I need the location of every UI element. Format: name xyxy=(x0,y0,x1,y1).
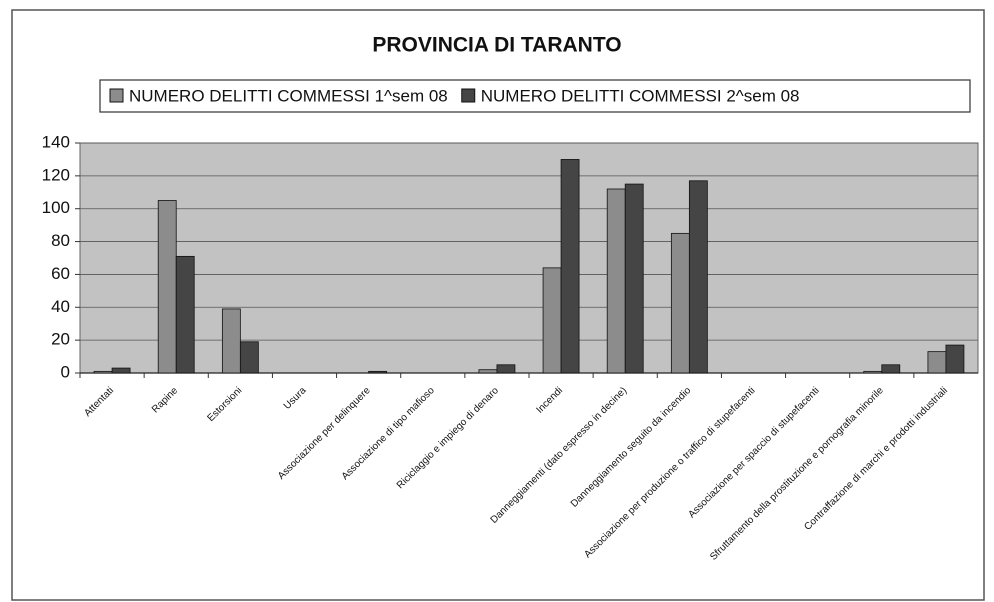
bar xyxy=(478,369,498,374)
bar xyxy=(221,308,241,374)
y-tick-label: 100 xyxy=(42,198,70,217)
bar xyxy=(624,183,644,374)
bar xyxy=(881,364,901,374)
bar xyxy=(560,159,580,374)
chart-title: PROVINCIA DI TARANTO xyxy=(372,34,621,57)
legend-label: NUMERO DELITTI COMMESSI 2^sem 08 xyxy=(481,86,800,105)
bar xyxy=(496,364,516,374)
bar xyxy=(863,370,883,374)
legend-box xyxy=(99,79,971,113)
plot-area xyxy=(79,142,979,374)
bar xyxy=(606,188,626,374)
y-tick-label: 80 xyxy=(51,231,70,250)
bar xyxy=(945,344,965,374)
y-tick-label: 60 xyxy=(51,264,70,283)
y-tick-label: 0 xyxy=(61,362,70,381)
bar xyxy=(111,367,131,374)
bar xyxy=(175,255,195,374)
bar xyxy=(688,180,708,374)
bar xyxy=(670,232,690,374)
bar xyxy=(542,267,562,374)
y-tick-label: 20 xyxy=(51,330,70,349)
y-tick-label: 140 xyxy=(42,132,70,151)
bar xyxy=(239,341,259,374)
bar xyxy=(157,200,177,374)
legend-swatch xyxy=(109,88,124,103)
bar xyxy=(93,370,113,374)
y-tick-label: 40 xyxy=(51,297,70,316)
bar xyxy=(368,370,388,374)
y-tick-label: 120 xyxy=(42,165,70,184)
legend-label: NUMERO DELITTI COMMESSI 1^sem 08 xyxy=(129,86,448,105)
bar xyxy=(927,351,947,374)
legend-swatch xyxy=(461,88,476,103)
